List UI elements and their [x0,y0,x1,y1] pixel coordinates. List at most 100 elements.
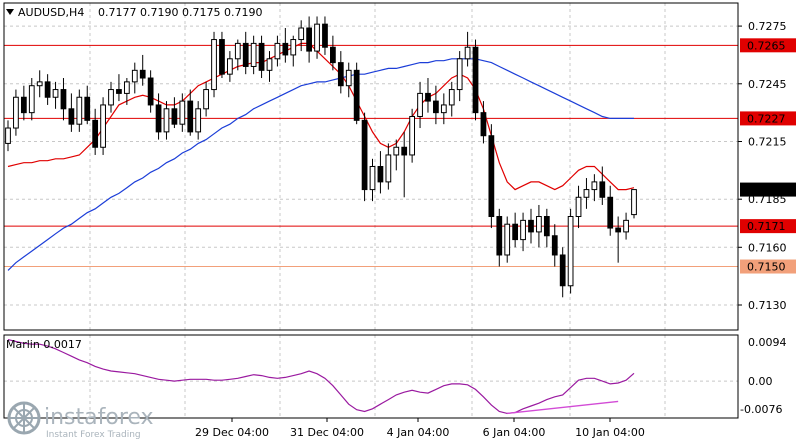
instaforex-logo-icon [7,401,41,435]
watermark-brand: instaforex [44,405,154,430]
candle [393,139,400,171]
oscillator-label: Marlin 0.0017 [6,338,82,351]
candle-body [155,104,162,133]
candle-body [551,235,558,256]
candle-body [242,42,249,67]
candle [488,124,495,229]
candle-body [575,196,582,218]
level-label-bg [740,111,796,126]
candle-body [314,23,320,52]
candle [242,31,249,75]
candle-body [100,104,106,148]
candle [496,208,503,267]
candle [472,39,479,121]
candle [512,212,519,248]
candle-body [266,58,273,71]
candle-body [591,181,598,191]
candle-body [425,92,431,102]
candle-body [448,89,455,106]
candle-body [345,69,352,87]
candle-body [440,104,447,114]
candle-body [258,42,265,71]
candle-body [76,96,83,125]
candle [361,112,368,202]
candle [528,208,534,244]
watermark: instaforex Instant Forex Trading [7,401,154,440]
candle [607,185,614,236]
candle-body [583,189,590,198]
ohlc-values: 0.7177 0.7190 0.7175 0.7190 [98,6,262,19]
main-pane-frame [3,2,739,331]
candle-body [623,219,629,233]
candle-body [353,69,360,121]
candle-body [171,108,178,125]
candle [211,31,217,98]
candle [599,166,606,205]
candle [20,85,27,121]
oscillator-pane [7,339,635,415]
candle [187,89,194,136]
candle-body [615,227,622,233]
candle-body [543,216,550,237]
candle [464,31,471,67]
candle [171,97,178,129]
candle-body [52,89,59,98]
candle-body [393,146,400,156]
collapse-triangle-icon[interactable] [6,9,14,15]
candle [68,93,75,132]
candle [425,78,431,113]
candle [147,70,154,113]
candle [234,39,241,71]
candle-body [28,85,35,114]
y-tick-label: 0.7215 [748,135,787,148]
osc-ticks: 0.0094 0.00 -0.0076 [740,336,787,416]
y-tick-label: 0.7185 [748,193,787,206]
candle [290,35,297,67]
ma-slow-line [7,58,634,271]
candle-body [496,216,503,256]
candle-body [20,96,27,114]
candle [100,97,106,155]
candle-body [44,81,51,98]
candle [92,108,99,155]
candle-body [219,39,225,75]
candle-body [417,92,423,117]
candle-body [290,39,297,56]
candle [409,108,416,163]
candle [219,31,225,79]
candle-body [401,146,408,156]
candle [155,93,162,140]
level-label-bg [740,38,796,53]
level-label: 0.7227 [747,112,786,125]
candle [583,178,590,209]
candles [5,16,637,298]
x-tick-label: 10 Jan 04:00 [575,426,645,439]
candle [385,143,392,190]
candle [591,174,598,202]
horizontal-levels: 0.7265 0.7227 0.7171 0.7150 0.7190 [4,38,796,274]
watermark-tagline: Instant Forex Trading [46,430,141,440]
oscillator-line [7,339,635,415]
candle-body [60,89,67,110]
x-tick-label: 31 Dec 04:00 [290,426,364,439]
candle-body [108,89,114,106]
candle-body [488,135,495,218]
candle [353,62,360,125]
y-tick-label: 0.7245 [748,78,787,91]
x-tick-label: 29 Dec 04:00 [195,426,269,439]
y-tick-label: 0.7275 [748,20,787,33]
candle-body [203,89,209,110]
candle [306,16,312,63]
level-label: 0.7265 [747,39,786,52]
candle-body [84,96,91,121]
x-tick-label: 6 Jan 04:00 [483,426,546,439]
candle-body [163,108,170,133]
level-label-bg [740,219,796,234]
candle-body [179,100,186,125]
candle [567,208,574,294]
candle-body [528,219,534,233]
candle [433,85,439,125]
candle [13,89,19,136]
